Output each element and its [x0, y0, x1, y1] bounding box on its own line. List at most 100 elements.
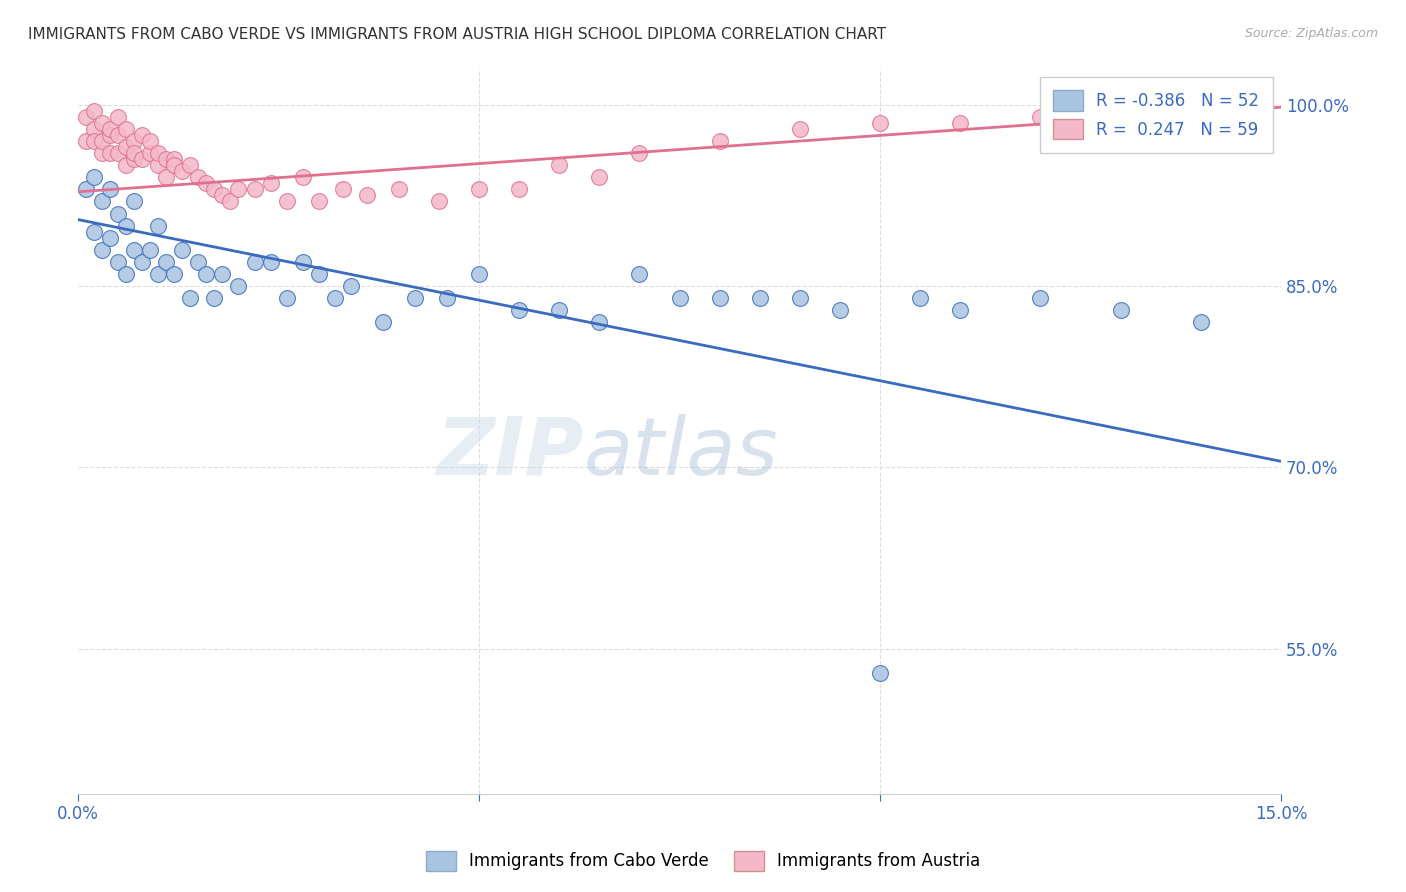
Point — [548, 303, 571, 318]
Point — [1189, 315, 1212, 329]
Point — [356, 188, 378, 202]
Point — [155, 152, 177, 166]
Point — [869, 665, 891, 680]
Point — [211, 188, 233, 202]
Point — [187, 170, 209, 185]
Point — [91, 134, 114, 148]
Point — [668, 291, 690, 305]
Point — [508, 303, 530, 318]
Point — [107, 255, 129, 269]
Point — [91, 116, 114, 130]
Point — [122, 134, 145, 148]
Point — [83, 225, 105, 239]
Point — [1029, 110, 1052, 124]
Point — [404, 291, 426, 305]
Point — [187, 255, 209, 269]
Point — [122, 146, 145, 161]
Point — [115, 122, 138, 136]
Point — [371, 315, 394, 329]
Point — [748, 291, 770, 305]
Point — [291, 170, 314, 185]
Point — [468, 182, 491, 196]
Point — [243, 182, 266, 196]
Point — [436, 291, 458, 305]
Point — [195, 177, 218, 191]
Point — [276, 291, 298, 305]
Point — [211, 267, 233, 281]
Point — [83, 134, 105, 148]
Point — [219, 194, 242, 209]
Point — [75, 134, 97, 148]
Point — [131, 128, 153, 142]
Point — [291, 255, 314, 269]
Point — [155, 255, 177, 269]
Point — [172, 243, 194, 257]
Point — [789, 291, 811, 305]
Point — [98, 182, 121, 196]
Point — [339, 279, 361, 293]
Point — [179, 158, 201, 172]
Point — [1109, 303, 1132, 318]
Point — [148, 158, 170, 172]
Point — [163, 267, 186, 281]
Point — [148, 219, 170, 233]
Point — [508, 182, 530, 196]
Point — [628, 267, 651, 281]
Text: Source: ZipAtlas.com: Source: ZipAtlas.com — [1244, 27, 1378, 40]
Point — [163, 158, 186, 172]
Point — [172, 164, 194, 178]
Point — [204, 182, 226, 196]
Point — [75, 182, 97, 196]
Point — [468, 267, 491, 281]
Point — [139, 146, 162, 161]
Point — [107, 146, 129, 161]
Legend: R = -0.386   N = 52, R =  0.247   N = 59: R = -0.386 N = 52, R = 0.247 N = 59 — [1039, 77, 1272, 153]
Point — [115, 219, 138, 233]
Point — [588, 170, 610, 185]
Point — [98, 128, 121, 142]
Point — [107, 206, 129, 220]
Point — [91, 194, 114, 209]
Point — [276, 194, 298, 209]
Point — [115, 267, 138, 281]
Point — [228, 279, 250, 293]
Point — [107, 110, 129, 124]
Point — [98, 146, 121, 161]
Point — [139, 134, 162, 148]
Point — [91, 146, 114, 161]
Point — [195, 267, 218, 281]
Point — [75, 110, 97, 124]
Point — [91, 243, 114, 257]
Point — [122, 152, 145, 166]
Point — [308, 267, 330, 281]
Point — [98, 122, 121, 136]
Point — [163, 152, 186, 166]
Point — [83, 103, 105, 118]
Point — [308, 194, 330, 209]
Legend: Immigrants from Cabo Verde, Immigrants from Austria: Immigrants from Cabo Verde, Immigrants f… — [418, 842, 988, 880]
Point — [148, 146, 170, 161]
Point — [131, 255, 153, 269]
Point — [628, 146, 651, 161]
Point — [179, 291, 201, 305]
Point — [115, 140, 138, 154]
Point — [204, 291, 226, 305]
Point — [908, 291, 931, 305]
Point — [98, 231, 121, 245]
Point — [709, 134, 731, 148]
Point — [949, 116, 972, 130]
Point — [1029, 291, 1052, 305]
Text: IMMIGRANTS FROM CABO VERDE VS IMMIGRANTS FROM AUSTRIA HIGH SCHOOL DIPLOMA CORREL: IMMIGRANTS FROM CABO VERDE VS IMMIGRANTS… — [28, 27, 886, 42]
Text: ZIP: ZIP — [436, 414, 583, 491]
Point — [869, 116, 891, 130]
Point — [427, 194, 450, 209]
Point — [83, 170, 105, 185]
Point — [789, 122, 811, 136]
Point — [709, 291, 731, 305]
Text: atlas: atlas — [583, 414, 778, 491]
Point — [243, 255, 266, 269]
Point — [828, 303, 851, 318]
Point — [228, 182, 250, 196]
Point — [1109, 103, 1132, 118]
Point — [83, 122, 105, 136]
